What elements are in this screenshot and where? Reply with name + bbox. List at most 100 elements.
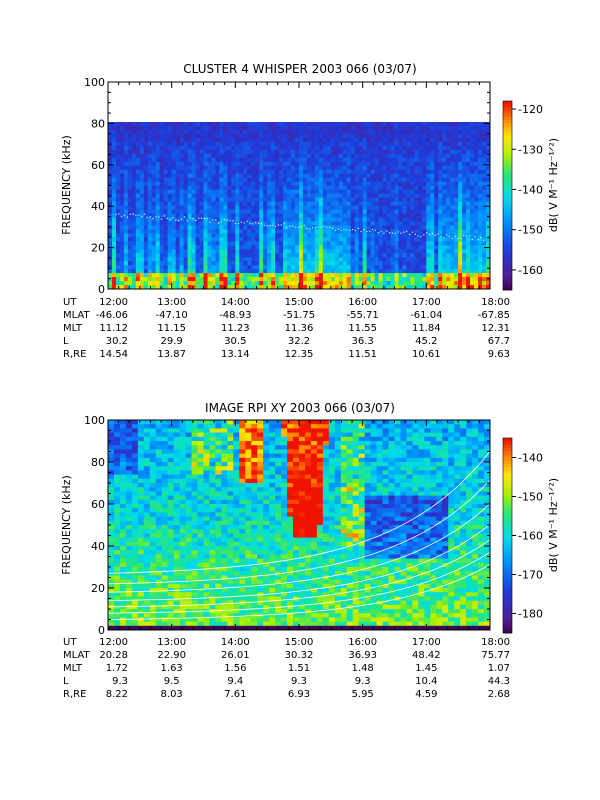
orbit-value: 11.84 — [412, 323, 441, 334]
orbit-value: 6.93 — [288, 689, 310, 700]
cutoff-curve — [107, 524, 491, 601]
orbit-value: 30.5 — [224, 336, 246, 347]
orbit-value: 11.36 — [285, 323, 314, 334]
orbit-value: 16:00 — [348, 637, 377, 648]
colorbar-tick-label: -140 — [518, 183, 543, 196]
orbit-value: 45.2 — [415, 336, 437, 347]
image-title: IMAGE RPI XY 2003 066 (03/07) — [205, 401, 395, 415]
image-y-axis: 0 20 40 60 80 100 — [84, 414, 490, 637]
image-orbit-table: UT 12:00 13:00 14:00 15:00 16:00 17:00 18:00 MLA… — [63, 637, 510, 700]
orbit-value: 20.28 — [99, 650, 128, 661]
colorbar-tick-label: -140 — [518, 452, 543, 465]
orbit-value: 11.55 — [348, 323, 377, 334]
y-tick-label: 100 — [84, 414, 105, 427]
colorbar-tick-label: -160 — [518, 530, 543, 543]
orbit-value: 36.3 — [352, 336, 374, 347]
orbit-value: -51.75 — [283, 310, 315, 321]
y-tick-label: 100 — [84, 76, 105, 89]
orbit-value: 11.51 — [348, 349, 377, 360]
cutoff-curve — [107, 539, 491, 608]
orbit-value: 1.56 — [224, 663, 246, 674]
cutoff-curve — [107, 564, 491, 620]
image-colorbar-label: dB( V M⁻¹ Hz⁻¹ᐟ²) — [547, 478, 560, 572]
image-y-axis-label: FREQUENCY (kHz) — [60, 475, 73, 575]
orbit-value: 9.63 — [488, 349, 510, 360]
cluster-x-axis — [107, 82, 491, 289]
orbit-value: 1.48 — [352, 663, 374, 674]
orbit-value: 9.3 — [291, 676, 307, 687]
colorbar-tick-label: -170 — [518, 569, 543, 582]
colorbar-tick-label: -160 — [518, 264, 543, 277]
cluster-colorbar-label: dB( V M⁻¹ Hz⁻¹ᐟ²) — [547, 138, 560, 232]
orbit-value: 30.2 — [106, 336, 128, 347]
orbit-row-label: MLT — [63, 663, 83, 674]
orbit-value: 12:00 — [99, 637, 128, 648]
orbit-value: 14:00 — [221, 297, 250, 308]
orbit-value: 30.32 — [285, 650, 314, 661]
orbit-value: 9.3 — [112, 676, 128, 687]
orbit-value: 15:00 — [285, 297, 314, 308]
orbit-value: 48.42 — [412, 650, 441, 661]
y-tick-label: 0 — [98, 624, 105, 637]
colorbar-tick-label: -150 — [518, 491, 543, 504]
orbit-value: 18:00 — [481, 637, 510, 648]
orbit-value: 13:00 — [157, 637, 186, 648]
cluster-y-axis-label: FREQUENCY (kHz) — [60, 135, 73, 235]
orbit-value: 8.22 — [106, 689, 128, 700]
orbit-row-label: L — [63, 676, 69, 687]
cluster-orbit-table: UT 12:00 13:00 14:00 15:00 16:00 17:00 18:00 MLA… — [63, 297, 510, 360]
orbit-value: 1.72 — [106, 663, 128, 674]
orbit-value: 7.61 — [224, 689, 246, 700]
image-cutoff-curves — [107, 451, 491, 620]
cutoff-curve — [107, 479, 491, 585]
cluster-y-axis: 0 20 40 60 80 100 — [84, 76, 490, 296]
y-tick-label: 40 — [91, 540, 105, 553]
orbit-value: -47.10 — [156, 310, 188, 321]
cutoff-curve — [107, 551, 491, 614]
orbit-row-label: R,RE — [63, 689, 86, 700]
orbit-value: 4.59 — [415, 689, 437, 700]
orbit-value: 1.51 — [288, 663, 310, 674]
y-tick-label: 80 — [91, 117, 105, 130]
orbit-value: 18:00 — [481, 297, 510, 308]
orbit-value: 14:00 — [221, 637, 250, 648]
orbit-value: -55.71 — [347, 310, 379, 321]
orbit-value: 32.2 — [288, 336, 310, 347]
orbit-value: 44.3 — [488, 676, 510, 687]
orbit-value: 11.23 — [221, 323, 250, 334]
orbit-value: 2.68 — [488, 689, 510, 700]
orbit-value: 75.77 — [481, 650, 510, 661]
orbit-value: 15:00 — [285, 637, 314, 648]
orbit-value: 11.12 — [99, 323, 128, 334]
orbit-value: 12:00 — [99, 297, 128, 308]
orbit-value: 8.03 — [161, 689, 183, 700]
cluster-spectrogram — [108, 82, 491, 290]
orbit-value: 22.90 — [157, 650, 186, 661]
orbit-value: -48.93 — [219, 310, 251, 321]
cutoff-curve — [107, 503, 491, 593]
orbit-value: 13.87 — [157, 349, 186, 360]
y-tick-label: 80 — [91, 456, 105, 469]
orbit-value: 9.3 — [355, 676, 371, 687]
orbit-value: 17:00 — [412, 297, 441, 308]
image-panel: IMAGE RPI XY 2003 066 (03/07) 0 20 40 60 80 1… — [60, 401, 560, 700]
orbit-value: 9.5 — [164, 676, 180, 687]
image-x-axis — [107, 420, 491, 630]
orbit-value: 67.7 — [488, 336, 510, 347]
orbit-row-label: R,RE — [63, 349, 86, 360]
orbit-value: -61.04 — [410, 310, 442, 321]
orbit-row-label: MLAT — [63, 310, 90, 321]
orbit-value: 12.35 — [285, 349, 314, 360]
orbit-value: 17:00 — [412, 637, 441, 648]
orbit-value: 10.4 — [415, 676, 437, 687]
image-colorbar: -140 -150 -160 -170 -180 — [502, 437, 543, 634]
colorbar-tick-label: -120 — [518, 103, 543, 116]
y-tick-label: 60 — [91, 159, 105, 172]
orbit-row-label: UT — [63, 297, 77, 308]
cluster-panel: CLUSTER 4 WHISPER 2003 066 (03/07) 0 20 40… — [60, 62, 560, 360]
orbit-row-label: UT — [63, 637, 77, 648]
orbit-value: 1.45 — [415, 663, 437, 674]
orbit-row-label: MLAT — [63, 650, 90, 661]
orbit-row-label: L — [63, 336, 69, 347]
